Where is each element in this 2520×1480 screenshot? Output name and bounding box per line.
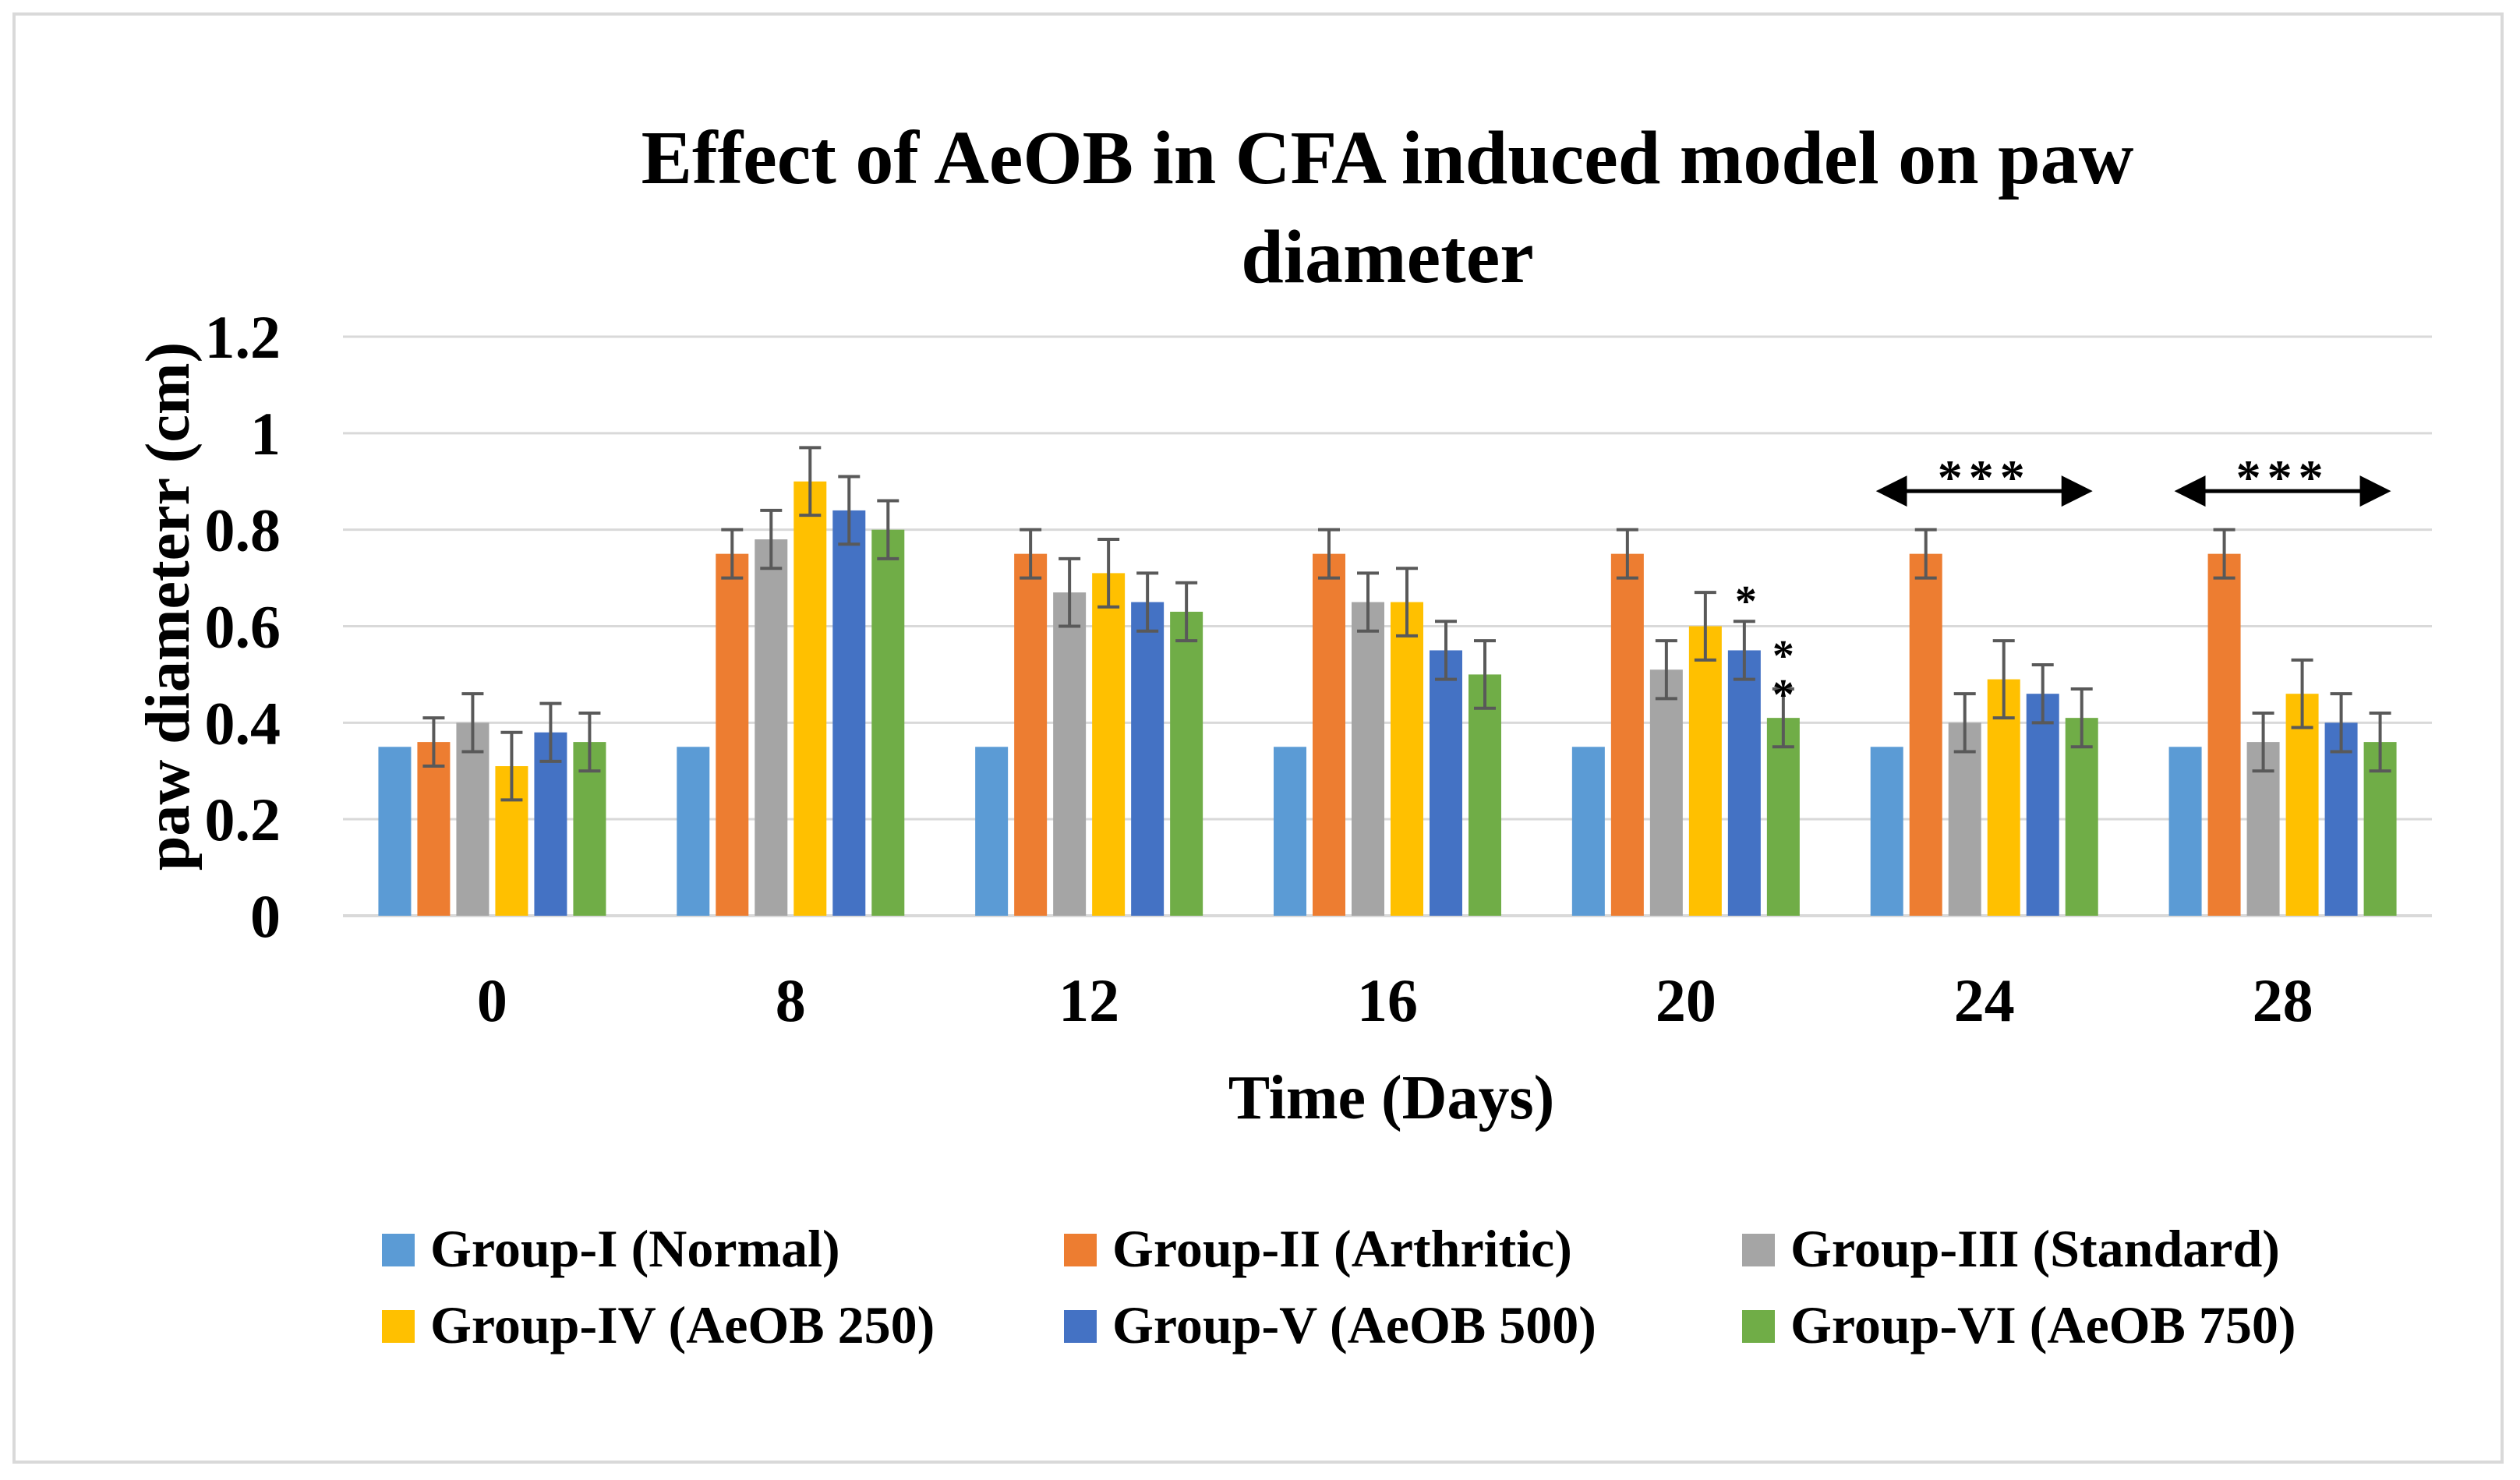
bar (1131, 602, 1165, 916)
legend-swatch (1742, 1234, 1775, 1266)
y-tick-label: 0.4 (205, 689, 281, 757)
x-tick-label: 24 (1954, 966, 2015, 1034)
y-tick-labels: 0 0.2 0.4 0.6 0.8 1 1.2 (205, 303, 281, 950)
bar (1313, 553, 1345, 916)
legend-label: Group-V (AeOB 500) (1112, 1295, 1596, 1355)
chart-title-line-1: Effect of AeOB in CFA induced model on p… (641, 116, 2134, 200)
significance-label: *** (1938, 450, 2031, 505)
bar (417, 742, 451, 916)
chart: ****** *** Effect of AeOB in CFA induced … (134, 116, 2432, 1355)
legend-label: Group-VI (AeOB 750) (1790, 1295, 2296, 1355)
legend-item: Group-III (Standard) (1742, 1219, 2280, 1278)
bar (378, 747, 412, 916)
bar (2026, 694, 2059, 916)
bar (1274, 747, 1306, 916)
bar (1727, 650, 1761, 916)
y-tick-label: 0.8 (205, 496, 281, 564)
bar (1053, 592, 1087, 916)
error-bars-layer (422, 446, 2391, 802)
bar (1766, 718, 1800, 916)
bar (1571, 747, 1605, 916)
y-tick-label: 1 (250, 400, 281, 468)
bar (2324, 722, 2358, 916)
legend-swatch (1742, 1310, 1775, 1343)
legend-item: Group-II (Arthritic) (1064, 1219, 1572, 1278)
y-tick-label: 0.6 (205, 593, 281, 661)
significance-label: *** (1735, 578, 1794, 719)
bar (1092, 573, 1126, 916)
bar (1688, 626, 1722, 916)
annotations-layer: ****** *** (1735, 450, 2391, 719)
legend-label: Group-III (Standard) (1790, 1219, 2280, 1278)
bar (2285, 694, 2319, 916)
bar (456, 722, 490, 916)
bars-layer (378, 481, 2397, 916)
bar (1391, 602, 1423, 916)
bar (677, 747, 710, 916)
bar (1610, 553, 1644, 916)
legend-item: Group-VI (AeOB 750) (1742, 1295, 2296, 1355)
y-tick-label: 0 (250, 882, 281, 950)
legend-item: Group-V (AeOB 500) (1064, 1295, 1596, 1355)
bar (755, 539, 788, 916)
legend: Group-I (Normal) Group-II (Arthritic) Grou… (382, 1219, 2296, 1355)
x-tick-label: 16 (1357, 966, 1418, 1034)
grid-layer (343, 335, 2432, 917)
legend-item: Group-I (Normal) (382, 1219, 840, 1278)
bar (534, 732, 567, 916)
bar (793, 481, 827, 916)
legend-label: Group-I (Normal) (430, 1219, 840, 1278)
y-tick-label: 0.2 (205, 786, 281, 853)
x-tick-label: 20 (1656, 966, 1716, 1034)
bar (1948, 722, 1981, 916)
significance-label: *** (2236, 450, 2330, 505)
significance-star: * (1735, 578, 1757, 626)
legend-swatch (1064, 1234, 1097, 1266)
chart-title-line-2: diameter (1241, 215, 1534, 299)
bar (1469, 674, 1501, 916)
bar (1909, 553, 1942, 916)
bar (2207, 553, 2241, 916)
x-tick-label: 8 (776, 966, 806, 1034)
bar (2168, 747, 2202, 916)
legend-label: Group-II (Arthritic) (1112, 1219, 1572, 1278)
bar (1014, 553, 1048, 916)
legend-item: Group-IV (AeOB 250) (382, 1295, 935, 1355)
bar (716, 553, 749, 916)
significance-star: * (1772, 671, 1794, 719)
x-axis-label: Time (Days) (1228, 1064, 1554, 1132)
significance-star: * (1772, 632, 1794, 680)
x-tick-labels: 0 8 12 16 20 24 28 (477, 966, 2313, 1034)
x-tick-label: 12 (1059, 966, 1119, 1034)
bar (1870, 747, 1903, 916)
bar (1430, 650, 1462, 916)
legend-swatch (382, 1234, 415, 1266)
y-axis-label: paw diameterr (cm) (134, 342, 203, 871)
bar (871, 529, 905, 916)
y-tick-label: 1.2 (205, 303, 281, 371)
bar (975, 747, 1009, 916)
bar (1352, 602, 1384, 916)
legend-label: Group-IV (AeOB 250) (430, 1295, 935, 1355)
bar (1170, 611, 1203, 916)
bar (832, 510, 866, 916)
chart-frame: * * * *** *** Effect of AeOB in CFA induced … (12, 12, 2504, 1464)
x-tick-label: 0 (477, 966, 507, 1034)
legend-swatch (382, 1310, 415, 1343)
bar (1649, 669, 1683, 916)
bar (2065, 718, 2098, 916)
x-tick-label: 28 (2253, 966, 2313, 1034)
legend-swatch (1064, 1310, 1097, 1343)
